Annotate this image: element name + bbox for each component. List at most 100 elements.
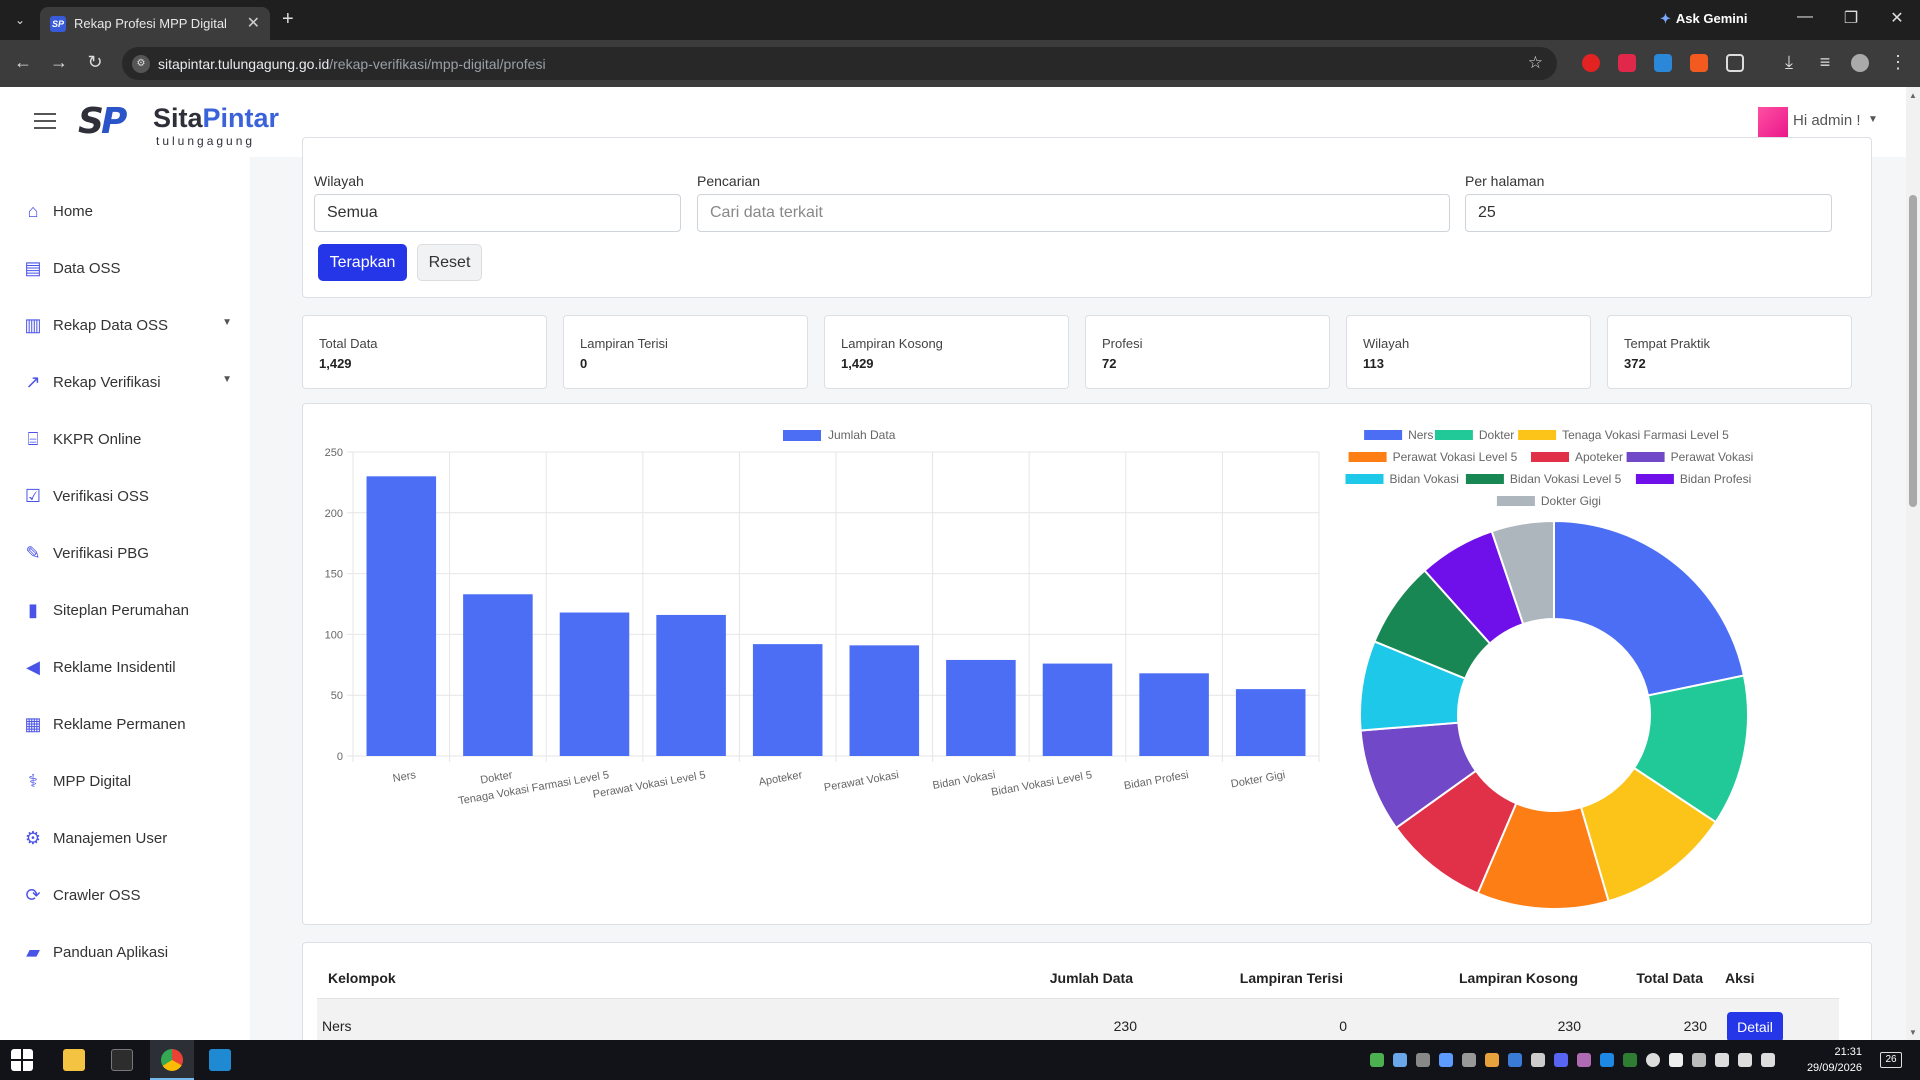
- legend-swatch: [1434, 430, 1473, 440]
- tab-close-icon[interactable]: ✕: [246, 15, 260, 32]
- chrome-icon: [161, 1049, 183, 1071]
- legend-swatch: [1635, 474, 1674, 484]
- sidebar-item-label: MPP Digital: [53, 773, 132, 790]
- forward-icon[interactable]: →: [50, 52, 68, 72]
- legend-swatch: [1531, 452, 1569, 462]
- stat-value: 0: [580, 356, 588, 371]
- search-label: Pencarian: [697, 173, 761, 189]
- sidebar-item-home[interactable]: ⌂ Home: [22, 197, 232, 227]
- tray-app-icon[interactable]: [1692, 1053, 1706, 1067]
- y-tick-label: 200: [325, 508, 343, 520]
- minimize-icon[interactable]: —: [1797, 8, 1813, 25]
- scroll-down-arrow-icon[interactable]: ▼: [1909, 1028, 1917, 1037]
- bookmark-star-icon[interactable]: ☆: [1527, 53, 1543, 72]
- tray-star-icon[interactable]: [1439, 1053, 1453, 1067]
- per-page-select[interactable]: 25: [1465, 194, 1832, 232]
- tray-cloud-icon[interactable]: [1416, 1053, 1430, 1067]
- notification-center-icon[interactable]: 26: [1880, 1052, 1902, 1068]
- hamburger-menu-icon[interactable]: [34, 113, 56, 129]
- extension-s-icon[interactable]: [1654, 54, 1672, 72]
- taskbar-file-explorer[interactable]: [52, 1040, 96, 1080]
- back-icon[interactable]: ←: [14, 52, 32, 72]
- tray-app-icon[interactable]: [1393, 1053, 1407, 1067]
- system-clock[interactable]: 21:31 29/09/2026: [1800, 1044, 1862, 1076]
- scrollbar-thumb[interactable]: [1909, 195, 1917, 507]
- new-tab-icon[interactable]: +: [282, 8, 294, 30]
- tray-app-icon[interactable]: [1485, 1053, 1499, 1067]
- scroll-up-arrow-icon[interactable]: ▲: [1909, 91, 1917, 100]
- extension-rocket-icon[interactable]: [1690, 54, 1708, 72]
- tray-headset-icon[interactable]: [1531, 1053, 1545, 1067]
- tray-discord-icon[interactable]: [1554, 1053, 1568, 1067]
- bar: [946, 659, 1016, 756]
- home-icon: ⌂: [27, 201, 39, 221]
- taskbar-vscode[interactable]: [198, 1040, 242, 1080]
- sidebar-item-rekap-data-oss[interactable]: ▥ Rekap Data OSS ▼: [22, 311, 232, 341]
- ask-gemini-button[interactable]: ✦ Ask Gemini: [1660, 11, 1747, 27]
- gemini-sparkle-icon: ✦: [1660, 11, 1671, 26]
- wilayah-label: Wilayah: [314, 173, 364, 189]
- sidebar-item-mpp-digital[interactable]: ⚕ MPP Digital: [22, 767, 232, 797]
- window-close-icon[interactable]: ✕: [1890, 10, 1904, 27]
- taskbar-terminal[interactable]: [100, 1040, 144, 1080]
- site-info-icon[interactable]: ⚙: [132, 55, 150, 73]
- sidebar-item-verifikasi-oss[interactable]: ☑ Verifikasi OSS: [22, 482, 232, 512]
- tray-app-icon[interactable]: [1646, 1053, 1660, 1067]
- sidebar-item-kkpr-online[interactable]: ⌸ KKPR Online: [22, 425, 232, 455]
- sidebar-item-rekap-verifikasi[interactable]: ↗ Rekap Verifikasi ▼: [22, 368, 232, 398]
- logo-title[interactable]: SitaPintar: [153, 103, 279, 134]
- main-content: Wilayah Semua Pencarian Cari data terkai…: [250, 137, 1906, 1040]
- sidebar-item-panduan-aplikasi[interactable]: ▰ Panduan Aplikasi: [22, 938, 232, 968]
- user-avatar[interactable]: [1758, 107, 1788, 137]
- bluetooth-icon[interactable]: [1600, 1053, 1614, 1067]
- stethoscope-icon: ⚕: [28, 771, 38, 791]
- profile-avatar-icon[interactable]: [1851, 54, 1869, 72]
- browser-tab[interactable]: SP Rekap Profesi MPP Digital ✕: [40, 7, 270, 40]
- logo-icon[interactable]: SP: [78, 101, 127, 142]
- legend-label: Bidan Vokasi: [1390, 472, 1459, 486]
- cell-total-data: 230: [1683, 1018, 1707, 1034]
- edit-icon: ✎: [25, 543, 41, 563]
- start-button[interactable]: [0, 1040, 44, 1080]
- legend-label: Bidan Vokasi Level 5: [1510, 472, 1622, 486]
- sidebar-item-manajemen-user[interactable]: ⚙ Manajemen User: [22, 824, 232, 854]
- legend-swatch: [1345, 474, 1384, 484]
- tab-search-chevron-icon[interactable]: ⌄: [14, 13, 26, 27]
- tray-app-icon[interactable]: [1669, 1053, 1683, 1067]
- tray-pen-icon[interactable]: [1577, 1053, 1591, 1067]
- volume-icon[interactable]: [1738, 1053, 1752, 1067]
- sidebar-item-reklame-permanen[interactable]: ▦ Reklame Permanen: [22, 710, 232, 740]
- reset-button[interactable]: Reset: [417, 244, 482, 281]
- sidebar-item-data-oss[interactable]: ▤ Data OSS: [22, 254, 232, 284]
- extension-red-icon[interactable]: [1582, 54, 1600, 72]
- extension-video-icon[interactable]: [1618, 54, 1636, 72]
- search-input[interactable]: Cari data terkait: [697, 194, 1450, 232]
- tab-title: Rekap Profesi MPP Digital: [74, 16, 227, 31]
- sidebar-item-verifikasi-pbg[interactable]: ✎ Verifikasi PBG: [22, 539, 232, 569]
- tray-shield-icon[interactable]: [1508, 1053, 1522, 1067]
- extensions-puzzle-icon[interactable]: [1726, 54, 1744, 72]
- book-icon: ▰: [26, 942, 40, 962]
- tray-app-icon[interactable]: [1370, 1053, 1384, 1067]
- reading-list-icon[interactable]: ≡: [1819, 52, 1831, 72]
- user-greeting[interactable]: Hi admin !: [1793, 112, 1861, 129]
- reload-icon[interactable]: ↻: [87, 52, 103, 72]
- wilayah-select[interactable]: Semua: [314, 194, 681, 232]
- legend-swatch: [1348, 452, 1387, 462]
- taskbar-chrome[interactable]: [150, 1040, 194, 1080]
- sidebar-item-label: Manajemen User: [53, 830, 168, 847]
- detail-button[interactable]: Detail: [1727, 1012, 1783, 1040]
- apply-button[interactable]: Terapkan: [318, 244, 407, 281]
- sidebar-item-reklame-insidentil[interactable]: ◀ Reklame Insidentil: [22, 653, 232, 683]
- download-icon[interactable]: ⤓: [1785, 52, 1793, 72]
- user-caret-icon[interactable]: ▼: [1868, 114, 1878, 125]
- sidebar-item-crawler-oss[interactable]: ⟳ Crawler OSS: [22, 881, 232, 911]
- network-icon[interactable]: [1715, 1053, 1729, 1067]
- battery-icon[interactable]: [1761, 1053, 1775, 1067]
- tray-app-icon[interactable]: [1623, 1053, 1637, 1067]
- browser-menu-icon[interactable]: ⋮: [1889, 52, 1907, 72]
- sidebar-item-siteplan-perumahan[interactable]: ▮ Siteplan Perumahan: [22, 596, 232, 626]
- restore-icon[interactable]: ❐: [1843, 10, 1859, 27]
- tray-app-icon[interactable]: [1462, 1053, 1476, 1067]
- address-bar[interactable]: ⚙ sitapintar.tulungagung.go.id/rekap-ver…: [122, 47, 1557, 80]
